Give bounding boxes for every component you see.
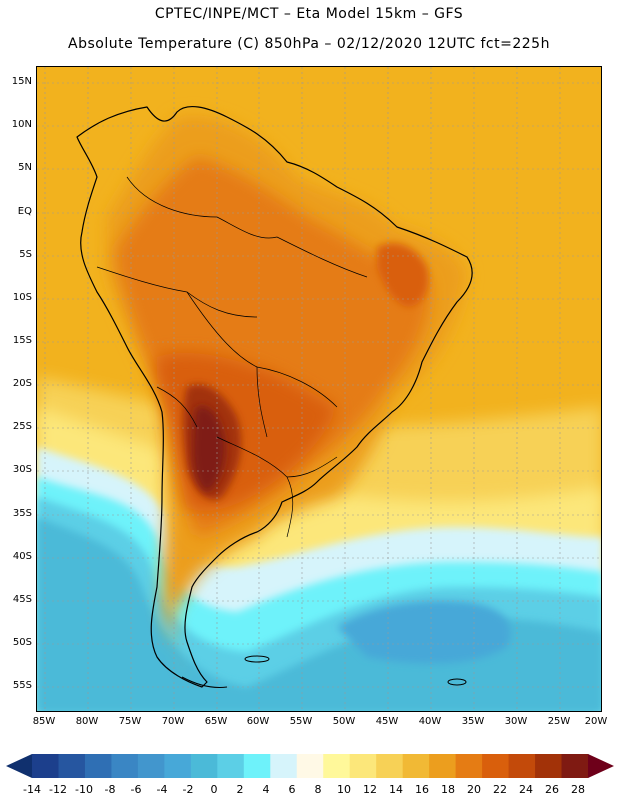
lon-label: 75W [118,716,142,727]
colorbar-cell [323,754,351,778]
colorbar-cell [270,754,298,778]
colorbar-label: 26 [545,783,559,796]
lon-label: 25W [547,716,571,727]
lon-label: 45W [375,716,399,727]
lat-label: 40S [12,551,32,562]
lon-label: 85W [32,716,56,727]
colorbar-cell [429,754,457,778]
lon-label: 20W [584,716,608,727]
colorbar-label: 8 [314,783,322,796]
colorbar-cell [58,754,86,778]
colorbar-cell [349,754,377,778]
temperature-map [36,66,602,712]
lat-label: 15S [12,335,32,346]
colorbar-cell [243,754,271,778]
lat-label: 10S [12,292,32,303]
lon-label: 70W [161,716,185,727]
lat-label: EQ [17,206,32,217]
colorbar-label: 28 [571,783,585,796]
lat-label: 15N [11,76,32,87]
colorbar-label: -14 [23,783,41,796]
lon-label: 55W [289,716,313,727]
lon-label: 35W [461,716,485,727]
colorbar-cells [32,754,589,778]
colorbar-label: 16 [415,783,429,796]
colorbar-cell [84,754,112,778]
lon-label: 60W [246,716,270,727]
colorbar-cell [482,754,510,778]
northeast-hot [377,243,429,307]
colorbar-cell [296,754,324,778]
coastline [76,105,473,688]
colorbar-cell [164,754,192,778]
lon-label: 65W [204,716,228,727]
colorbar-cell [217,754,245,778]
colorbar-label: 0 [210,783,218,796]
cold-band-4 [37,517,601,711]
colorbar-label: 10 [337,783,351,796]
colorbar-label: -2 [182,783,194,796]
colorbar-label: -4 [156,783,168,796]
lon-label: 80W [75,716,99,727]
lat-label: 50S [12,637,32,648]
colorbar-label: 20 [467,783,481,796]
colorbar-cell [561,754,589,778]
colorbar-cell [32,754,59,778]
lat-label: 30S [12,464,32,475]
colorbar-high-arrow [588,754,614,778]
colorbar-label: 4 [262,783,270,796]
colorbar-label: -6 [130,783,142,796]
country-borders [96,176,368,538]
temperature-field [37,67,601,711]
cold-pool [337,600,511,664]
colorbar-cell [137,754,165,778]
lat-label: 35S [12,508,32,519]
colorbar-low-arrow [6,754,32,778]
map-subtitle: Absolute Temperature (C) 850hPa – 02/12/… [68,36,550,52]
map-title: CPTEC/INPE/MCT – Eta Model 15km – GFS [154,6,464,22]
colorbar-label: -10 [75,783,93,796]
colorbar-cell [508,754,536,778]
colorbar-label: 14 [389,783,403,796]
colorbar-label: 18 [441,783,455,796]
lat-label: 5S [19,249,32,260]
colorbar-cell [455,754,483,778]
lon-label: 30W [504,716,528,727]
colorbar-label: 6 [288,783,296,796]
colorbar-label: -12 [49,783,67,796]
colorbar-cell [111,754,139,778]
lon-label: 50W [332,716,356,727]
colorbar-label: 24 [519,783,533,796]
colorbar-label: 12 [363,783,377,796]
lat-label: 45S [12,594,32,605]
colorbar-label: 2 [236,783,244,796]
colorbar-cell [376,754,404,778]
lat-label: 5N [18,162,32,173]
colorbar-label: -8 [104,783,116,796]
lat-label: 25S [12,421,32,432]
colorbar-cell [535,754,563,778]
colorbar-label: 22 [493,783,507,796]
islands [181,655,467,688]
lat-label: 55S [12,680,32,691]
lat-label: 20S [12,378,32,389]
colorbar-cell [190,754,218,778]
lat-label: 10N [11,119,32,130]
graticule [37,67,601,711]
colorbar [6,754,614,778]
colorbar-cell [402,754,430,778]
lon-label: 40W [418,716,442,727]
